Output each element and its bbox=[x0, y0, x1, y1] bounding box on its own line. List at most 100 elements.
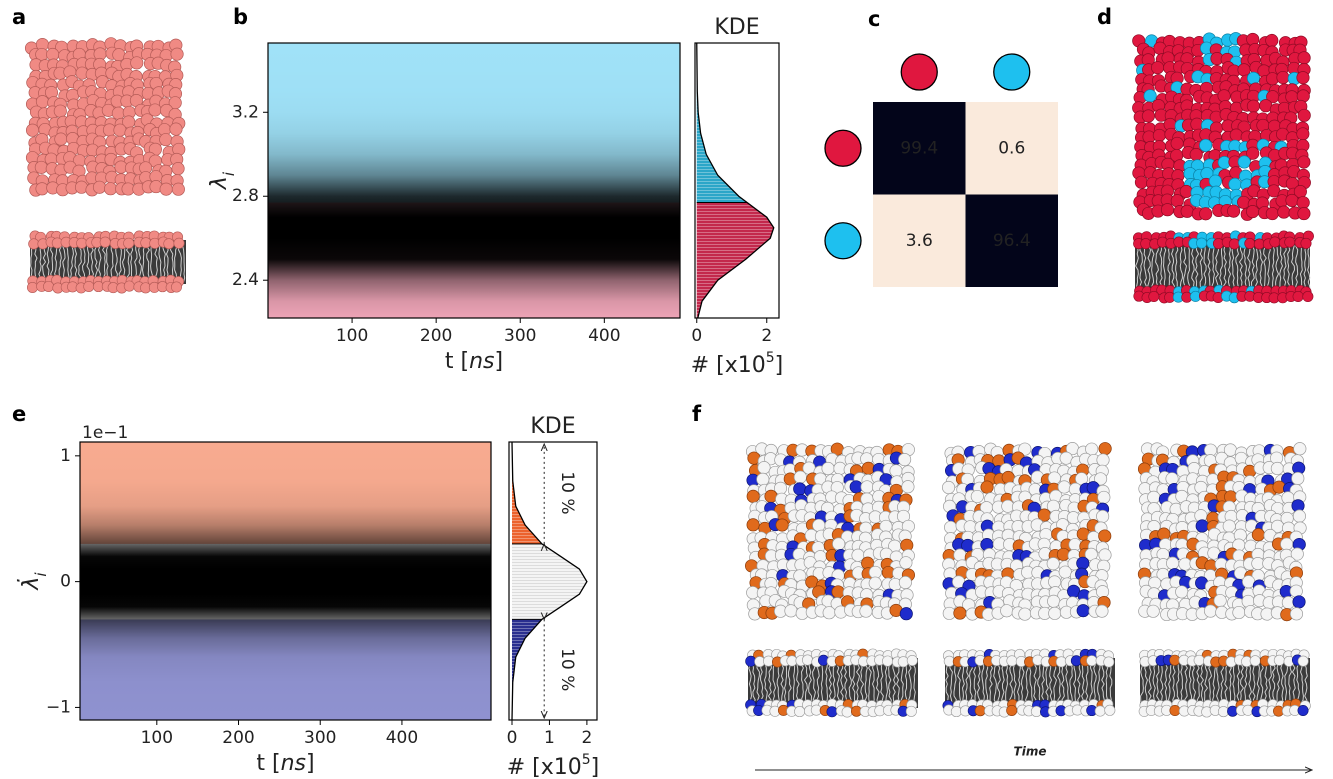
lipid-tail bbox=[1279, 241, 1283, 291]
kde-x-label-part: # [x10 bbox=[507, 755, 582, 779]
lipid-tail bbox=[1143, 241, 1147, 291]
lipid-tail bbox=[1248, 659, 1252, 705]
lipid-tail bbox=[1251, 241, 1255, 291]
bead bbox=[1244, 238, 1256, 250]
lipid-tail bbox=[1073, 659, 1077, 705]
bead bbox=[130, 56, 144, 70]
panel-label: f bbox=[692, 402, 702, 426]
lipid-tail bbox=[1065, 659, 1069, 705]
lipid-tail bbox=[1199, 241, 1204, 291]
bead bbox=[1302, 291, 1314, 303]
bead bbox=[1006, 655, 1018, 667]
bead bbox=[1160, 203, 1175, 217]
bead bbox=[1270, 461, 1284, 476]
lipid-tail bbox=[965, 659, 970, 705]
kde-x-tick-label: 0 bbox=[507, 728, 518, 748]
membrane-side-view bbox=[745, 648, 918, 718]
x-axis-label: t [ns] bbox=[445, 349, 503, 374]
bead bbox=[1170, 136, 1184, 150]
lipid-tail bbox=[812, 659, 816, 705]
kde-curve bbox=[511, 441, 588, 721]
lipid-tail bbox=[832, 659, 836, 705]
bead bbox=[27, 281, 39, 293]
bead bbox=[868, 576, 882, 590]
bead bbox=[1203, 604, 1218, 618]
bead bbox=[1047, 471, 1061, 485]
y-axis-label: λi bbox=[207, 171, 238, 190]
lipid-tail bbox=[1219, 241, 1223, 291]
bead bbox=[1199, 138, 1213, 152]
y-tick-label: 1 bbox=[60, 446, 71, 466]
lipid-tail bbox=[908, 659, 912, 705]
lipid-tail bbox=[824, 659, 829, 705]
kde-x-label-part: ] bbox=[591, 755, 600, 779]
x-axis-label-part: t [ bbox=[445, 349, 469, 374]
lipid-tail bbox=[1160, 659, 1164, 705]
kde-x-tick-label: 0 bbox=[691, 326, 702, 346]
membrane-side-view bbox=[27, 230, 186, 294]
bead bbox=[1094, 472, 1108, 486]
lipid-tail bbox=[66, 241, 70, 283]
lipid-tail bbox=[1081, 659, 1085, 705]
bead bbox=[1048, 606, 1062, 620]
bead bbox=[1280, 537, 1294, 551]
bead bbox=[25, 123, 40, 137]
membrane-side-view bbox=[1138, 648, 1311, 718]
bead bbox=[1228, 238, 1240, 250]
y-axis-label-part: i bbox=[32, 572, 50, 577]
bead bbox=[1143, 89, 1157, 103]
lipid-tail bbox=[1227, 241, 1232, 291]
y-tick-label: 2.4 bbox=[232, 270, 259, 290]
bead bbox=[801, 654, 813, 666]
lipid-tail bbox=[1045, 659, 1049, 705]
bead bbox=[1227, 204, 1241, 218]
bead bbox=[1055, 656, 1067, 668]
bead bbox=[794, 706, 806, 718]
lipid-tail bbox=[142, 241, 146, 283]
lipid-tail bbox=[1109, 659, 1113, 705]
bead bbox=[113, 123, 127, 137]
lipid-tail bbox=[808, 659, 813, 705]
lipid-tail bbox=[800, 659, 804, 705]
lipid-tail bbox=[1049, 659, 1053, 705]
lipid-tail bbox=[1268, 660, 1272, 705]
bead bbox=[1228, 177, 1242, 191]
plot-frame bbox=[79, 441, 492, 721]
bead bbox=[1199, 207, 1213, 221]
lipid-tail bbox=[1105, 659, 1109, 705]
bead bbox=[1217, 89, 1231, 103]
bead bbox=[1058, 565, 1072, 579]
lipid-tail bbox=[182, 241, 186, 283]
x-tick-label: 100 bbox=[336, 326, 368, 346]
lipid-tail bbox=[1172, 659, 1176, 705]
bead bbox=[1249, 655, 1261, 667]
lipid-tail bbox=[904, 659, 908, 705]
bead bbox=[1242, 704, 1254, 716]
bead bbox=[1178, 557, 1192, 571]
bead bbox=[54, 132, 68, 146]
lipid-tail bbox=[1156, 659, 1160, 705]
kde-hatch bbox=[511, 619, 542, 720]
bead bbox=[970, 489, 984, 504]
lipid-tail bbox=[1235, 241, 1240, 291]
bead bbox=[1098, 442, 1112, 456]
lipid-tail bbox=[146, 241, 150, 283]
bead bbox=[1237, 63, 1251, 77]
lipid-tail bbox=[989, 659, 993, 705]
heatmap-cell bbox=[873, 194, 966, 287]
bead bbox=[1265, 33, 1279, 48]
bead bbox=[953, 548, 967, 562]
bead bbox=[1251, 556, 1265, 571]
x-tick-label: 200 bbox=[222, 728, 254, 748]
lipid-tail bbox=[1053, 659, 1058, 705]
lipid-tail bbox=[1171, 241, 1175, 291]
lipid-tail bbox=[1191, 241, 1195, 291]
kde-x-tick-label: 2 bbox=[581, 728, 592, 748]
class-marker bbox=[900, 53, 938, 91]
lipid-tail bbox=[70, 241, 74, 283]
bead bbox=[1196, 237, 1208, 249]
bead bbox=[905, 705, 917, 717]
x-axis-label-part: ] bbox=[495, 349, 504, 374]
bead bbox=[1297, 655, 1309, 667]
bead bbox=[860, 480, 874, 494]
